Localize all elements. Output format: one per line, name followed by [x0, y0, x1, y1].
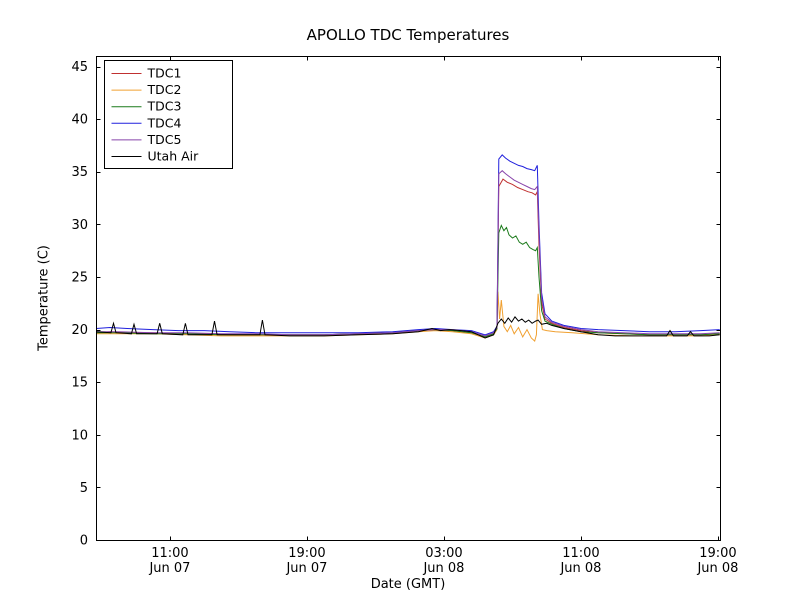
legend-label: TDC1	[147, 66, 182, 81]
series-tdc1	[96, 178, 720, 338]
x-tick-time: 19:00	[288, 546, 325, 561]
x-tick-date: Jun 08	[696, 561, 738, 576]
x-tick-date: Jun 07	[285, 561, 327, 576]
x-tick-time: 19:00	[699, 546, 736, 561]
legend-label: TDC5	[147, 132, 182, 147]
series-tdc3	[96, 224, 720, 338]
x-tick-time: 03:00	[425, 546, 462, 561]
legend-label: TDC2	[147, 82, 182, 97]
x-tick-time: 11:00	[151, 546, 188, 561]
x-axis-label: Date (GMT)	[370, 577, 446, 592]
series-tdc5	[96, 170, 720, 337]
y-tick-label: 25	[71, 270, 88, 285]
y-tick-label: 45	[71, 60, 88, 75]
chart-title: APOLLO TDC Temperatures	[306, 26, 510, 44]
y-tick-label: 15	[71, 376, 88, 391]
y-tick-label: 35	[71, 165, 88, 180]
x-tick-date: Jun 08	[559, 561, 601, 576]
axes	[96, 56, 721, 541]
legend-label: TDC3	[147, 99, 182, 114]
y-tick-label: 20	[71, 323, 88, 338]
legend-label: TDC4	[147, 115, 182, 130]
series-tdc4	[96, 154, 720, 336]
y-tick-label: 0	[80, 534, 88, 549]
legend-label: Utah Air	[148, 149, 200, 164]
x-tick-date: Jun 08	[422, 561, 464, 576]
y-tick-label: 30	[71, 218, 88, 233]
y-tick-label: 10	[71, 428, 88, 443]
series-lines	[96, 154, 720, 343]
series-utah-air	[96, 316, 720, 339]
x-tick-date: Jun 07	[148, 561, 190, 576]
y-tick-label: 5	[80, 481, 88, 496]
x-tick-time: 11:00	[562, 546, 599, 561]
y-tick-label: 40	[71, 113, 88, 128]
